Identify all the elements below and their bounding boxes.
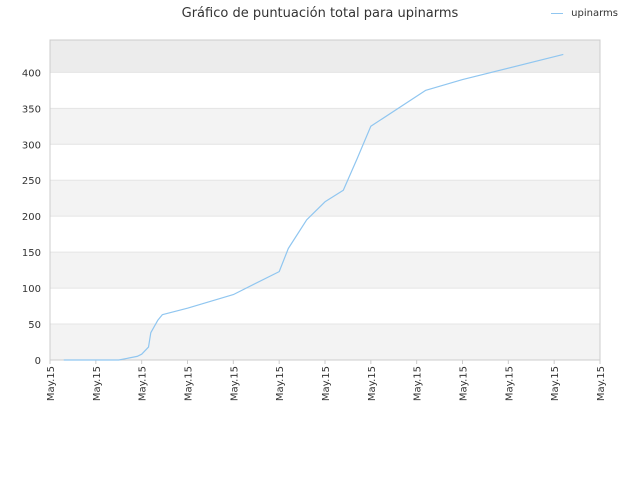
x-tick-label: May.15 <box>275 366 286 401</box>
x-tick-label: May.15 <box>596 366 607 401</box>
plot-band <box>50 324 600 360</box>
y-tick-label: 50 <box>28 320 41 331</box>
y-tick-label: 350 <box>22 104 41 115</box>
x-tick-label: May.15 <box>138 366 149 401</box>
plot-band <box>50 72 600 109</box>
plot-band <box>50 144 600 181</box>
y-tick-label: 100 <box>22 284 41 295</box>
legend-label: upinarms <box>571 8 618 19</box>
legend[interactable]: upinarms <box>551 8 618 19</box>
series-line <box>63 53 564 361</box>
plot-band <box>50 108 600 145</box>
y-tick-label: 0 <box>35 356 41 367</box>
plot-band <box>50 288 600 325</box>
x-tick-label: May.15 <box>413 366 424 401</box>
plot-band <box>50 180 600 217</box>
y-tick-label: 150 <box>22 248 41 259</box>
x-tick-label: May.15 <box>184 366 195 401</box>
x-tick-label: May.15 <box>92 366 103 401</box>
y-tick-label: 300 <box>22 140 41 151</box>
y-tick-label: 400 <box>22 68 41 79</box>
x-tick-label: May.15 <box>504 366 515 401</box>
y-tick-label: 250 <box>22 176 41 187</box>
x-tick-label: May.15 <box>550 366 561 401</box>
legend-swatch <box>551 13 564 14</box>
plot-band <box>50 252 600 289</box>
y-tick-label: 200 <box>22 212 41 223</box>
x-tick-label: May.15 <box>321 366 332 401</box>
x-tick-label: May.15 <box>229 366 240 401</box>
plot-band <box>50 216 600 253</box>
x-tick-label: May.15 <box>367 366 378 401</box>
chart-title: Gráfico de puntuación total para upinarm… <box>181 6 459 21</box>
plot-band <box>50 40 600 73</box>
x-tick-label: May.15 <box>459 366 470 401</box>
x-tick-label: May.15 <box>46 366 57 401</box>
